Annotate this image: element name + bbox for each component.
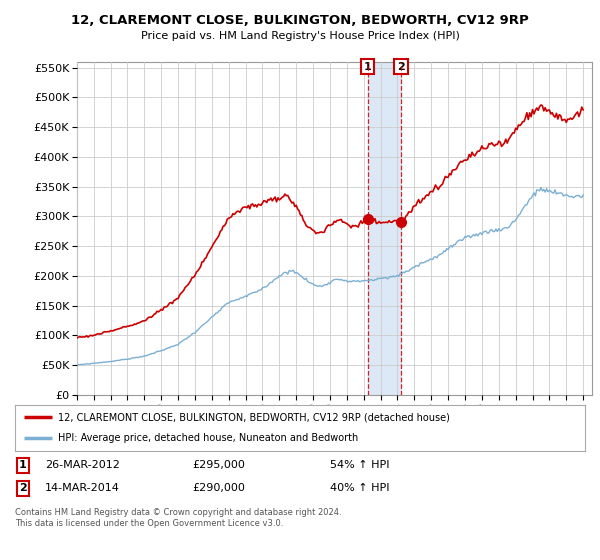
Text: £295,000: £295,000	[192, 460, 245, 470]
Text: 2: 2	[19, 483, 26, 493]
Text: 14-MAR-2014: 14-MAR-2014	[45, 483, 120, 493]
Text: 12, CLAREMONT CLOSE, BULKINGTON, BEDWORTH, CV12 9RP (detached house): 12, CLAREMONT CLOSE, BULKINGTON, BEDWORT…	[58, 412, 449, 422]
Text: Contains HM Land Registry data © Crown copyright and database right 2024.
This d: Contains HM Land Registry data © Crown c…	[15, 508, 341, 528]
Text: 1: 1	[19, 460, 26, 470]
Text: Price paid vs. HM Land Registry's House Price Index (HPI): Price paid vs. HM Land Registry's House …	[140, 31, 460, 41]
Text: 40% ↑ HPI: 40% ↑ HPI	[330, 483, 389, 493]
Bar	[368, 62, 401, 395]
Text: 12, CLAREMONT CLOSE, BULKINGTON, BEDWORTH, CV12 9RP: 12, CLAREMONT CLOSE, BULKINGTON, BEDWORT…	[71, 14, 529, 27]
Text: HPI: Average price, detached house, Nuneaton and Bedworth: HPI: Average price, detached house, Nune…	[58, 433, 358, 444]
Text: 26-MAR-2012: 26-MAR-2012	[45, 460, 120, 470]
Text: 1: 1	[364, 62, 371, 72]
Text: £290,000: £290,000	[192, 483, 245, 493]
Text: 54% ↑ HPI: 54% ↑ HPI	[330, 460, 389, 470]
Text: 2: 2	[397, 62, 405, 72]
